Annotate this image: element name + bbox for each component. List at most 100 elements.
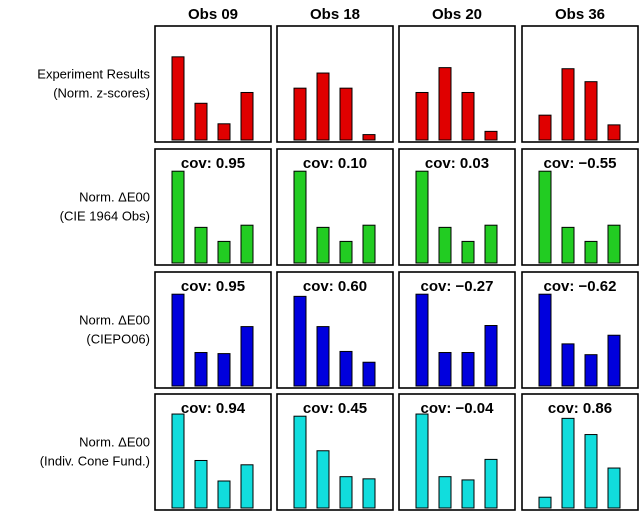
chart-panel: cov: 0.03 (398, 148, 516, 266)
panel-frame (521, 393, 639, 511)
bar (584, 81, 598, 141)
bar (438, 352, 452, 387)
cov-label: cov: 0.45 (303, 400, 367, 417)
panels-grid: cov: 0.95 cov: 0.10 cov: 0.03 cov: −0.55 cov… (154, 25, 639, 511)
bar (293, 415, 307, 509)
cov-label: cov: 0.60 (303, 278, 367, 295)
panel-frame (398, 148, 516, 266)
bar (339, 87, 353, 141)
bar (240, 464, 254, 509)
bar (316, 450, 330, 509)
bar (461, 352, 475, 387)
cov-label: cov: −0.27 (421, 278, 494, 295)
bar (561, 226, 575, 264)
bar (293, 295, 307, 387)
chart-panel: cov: −0.62 (521, 271, 639, 389)
chart-panel: cov: 0.86 (521, 393, 639, 511)
row-label-line: Norm. ΔE00 (79, 435, 150, 450)
column-title: Obs 18 (310, 6, 360, 23)
bar (194, 352, 208, 387)
bar (316, 226, 330, 264)
bar (171, 293, 185, 387)
bar (561, 68, 575, 141)
bar (217, 240, 231, 264)
panel-frame (276, 393, 394, 511)
chart-panel (521, 25, 639, 143)
panel-frame (154, 148, 272, 266)
bar (538, 170, 552, 264)
bar (438, 226, 452, 264)
chart-panel: cov: 0.10 (276, 148, 394, 266)
bar (240, 91, 254, 141)
bar (415, 170, 429, 264)
bar (415, 293, 429, 387)
bar (415, 91, 429, 141)
chart-panel: cov: 0.94 (154, 393, 272, 511)
panel-frame (276, 271, 394, 389)
bar (607, 224, 621, 264)
row-label-line: (CIEPO06) (86, 332, 150, 347)
column-title: Obs 36 (555, 6, 605, 23)
bar (607, 467, 621, 509)
bar (484, 224, 498, 264)
bar (607, 334, 621, 387)
row-label-line: (Indiv. Cone Fund.) (40, 454, 150, 469)
panel-frame (398, 25, 516, 143)
bar (584, 354, 598, 387)
row-label-line: (CIE 1964 Obs) (60, 209, 150, 224)
cov-label: cov: −0.62 (544, 278, 617, 295)
bar (461, 240, 475, 264)
bar (561, 417, 575, 509)
bar (171, 170, 185, 264)
cov-label: cov: 0.10 (303, 155, 367, 172)
bar (538, 114, 552, 141)
bar (362, 134, 376, 141)
bar (584, 240, 598, 264)
bar (362, 361, 376, 387)
panel-frame (398, 271, 516, 389)
bar (171, 413, 185, 509)
column-title: Obs 09 (188, 6, 238, 23)
bar (415, 413, 429, 509)
bar (607, 124, 621, 141)
row-label-line: Experiment Results (37, 67, 150, 82)
bar (293, 87, 307, 141)
bar (194, 102, 208, 141)
cov-label: cov: 0.94 (181, 400, 246, 417)
column-titles: Obs 09 Obs 18 Obs 20 Obs 36 (188, 6, 605, 23)
chart-panel: cov: 0.60 (276, 271, 394, 389)
column-title: Obs 20 (432, 6, 482, 23)
bar (293, 170, 307, 264)
bar (339, 350, 353, 387)
bar (362, 478, 376, 509)
panel-frame (154, 393, 272, 511)
panel-frame (398, 393, 516, 511)
cov-label: cov: 0.95 (181, 155, 245, 172)
chart-panel: cov: −0.27 (398, 271, 516, 389)
bar (362, 224, 376, 264)
bar (240, 224, 254, 264)
bar (538, 496, 552, 509)
row-label-line: Norm. ΔE00 (79, 190, 150, 205)
panel-frame (154, 25, 272, 143)
cov-label: cov: 0.03 (425, 155, 489, 172)
panel-frame (521, 25, 639, 143)
cov-label: cov: −0.04 (421, 400, 495, 417)
panel-frame (154, 271, 272, 389)
bar (438, 476, 452, 509)
panel-frame (521, 271, 639, 389)
panel-frame (521, 148, 639, 266)
bar (461, 479, 475, 509)
cov-label: cov: −0.55 (544, 155, 617, 172)
bar (217, 353, 231, 387)
bar (561, 343, 575, 387)
bar (194, 459, 208, 509)
chart-panel: cov: 0.45 (276, 393, 394, 511)
bar (538, 293, 552, 387)
bar (438, 67, 452, 141)
bar (484, 325, 498, 387)
row-label-line: Norm. ΔE00 (79, 313, 150, 328)
bar (316, 72, 330, 141)
chart-panel: cov: 0.95 (154, 148, 272, 266)
chart-panel: cov: −0.04 (398, 393, 516, 511)
